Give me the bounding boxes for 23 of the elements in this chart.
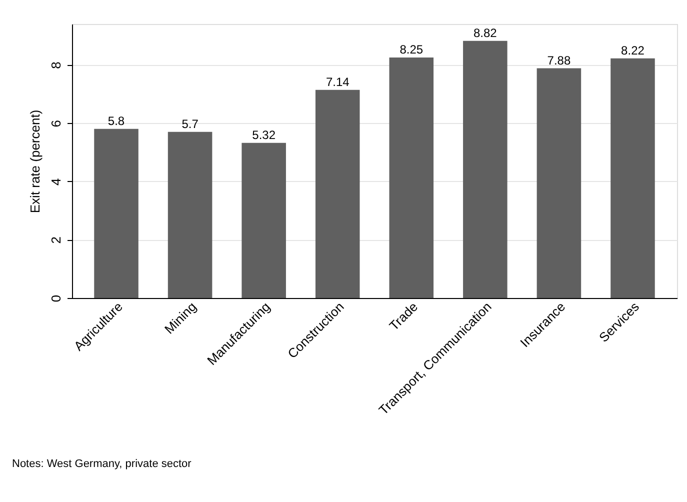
y-axis-title: Exit rate (percent) (28, 110, 42, 214)
bar (389, 58, 434, 298)
y-tick-label: 2 (48, 236, 64, 244)
bar (242, 142, 286, 298)
y-tick-label: 8 (48, 62, 64, 69)
text: Notes: West Germany, private sector (12, 458, 192, 470)
data-label: 8.82 (473, 26, 498, 40)
bar (610, 58, 655, 298)
bar (536, 68, 582, 298)
bar (315, 90, 360, 298)
bar (94, 128, 138, 298)
y-tick-label: 4 (48, 178, 64, 186)
bar (463, 40, 508, 298)
data-label: 8.22 (621, 43, 645, 58)
data-label: 8.25 (400, 42, 424, 57)
data-label: 5.8 (108, 114, 125, 128)
bar (168, 132, 212, 298)
data-label: 7.14 (326, 74, 350, 89)
y-tick-label: 0 (48, 294, 64, 302)
data-label: 7.88 (547, 53, 571, 68)
data-label: 5.32 (252, 128, 276, 142)
data-label: 5.7 (182, 116, 199, 131)
y-tick-label: 6 (48, 120, 64, 128)
